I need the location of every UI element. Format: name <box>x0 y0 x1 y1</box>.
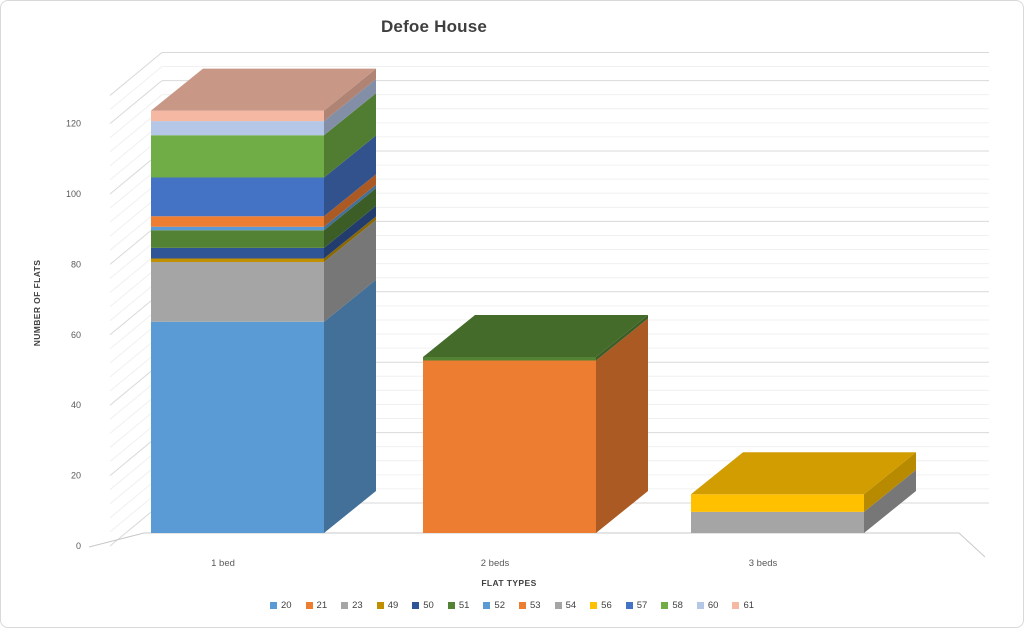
legend-label: 57 <box>636 600 648 611</box>
bar-1-bed-segment-50 <box>151 247 324 259</box>
gridline-minor-sidewall <box>109 94 163 139</box>
legend-item-56: 56 <box>590 600 612 611</box>
gridline-minor-sidewall <box>109 66 163 110</box>
bar-1-bed-side-23 <box>324 219 376 322</box>
legend-item-23: 23 <box>341 600 363 611</box>
legend-item-49: 49 <box>376 600 399 611</box>
bar-1-bed-side-20 <box>324 279 376 533</box>
floor-edge <box>958 532 986 558</box>
legend-swatch-57 <box>625 602 633 609</box>
legend-item-54: 54 <box>554 600 577 611</box>
y-tick-label: 20 <box>71 471 81 481</box>
legend-item-60: 60 <box>696 600 719 611</box>
legend-item-52: 52 <box>483 600 505 611</box>
legend-item-61: 61 <box>732 600 754 611</box>
bar-1-bed-side-57 <box>324 135 376 217</box>
y-tick-label: 80 <box>71 259 81 269</box>
bar-1-bed-side-60 <box>324 79 376 136</box>
legend-swatch-53 <box>519 602 526 609</box>
category-label-2-beds: 2 beds <box>481 558 510 569</box>
legend-item-50: 50 <box>412 600 434 611</box>
legend-label: 58 <box>672 600 683 611</box>
bar-1-bed-segment-60 <box>151 121 324 136</box>
gridline-major-sidewall <box>109 80 163 124</box>
bar-2-beds-side-51 <box>596 315 648 361</box>
legend-label: 21 <box>316 600 328 611</box>
legend-label: 54 <box>565 600 577 611</box>
bar-1-bed-segment-61 <box>151 110 324 122</box>
legend-swatch-56 <box>590 602 598 609</box>
legend-label: 52 <box>494 600 505 611</box>
legend-swatch-49 <box>376 602 384 609</box>
legend-swatch-54 <box>554 602 562 609</box>
legend-label: 23 <box>352 600 363 611</box>
legend: 20 21 23 49 50 51 52 53 54 56 57 58 60 61 <box>1 600 1023 611</box>
bar-1-bed-side-50 <box>324 205 376 259</box>
legend-swatch-52 <box>483 602 491 609</box>
bar-3-beds-side-56 <box>864 452 916 512</box>
legend-label: 56 <box>601 600 612 611</box>
legend-swatch-60 <box>696 602 704 609</box>
bar-1-bed-side-49 <box>324 216 376 262</box>
bar-3-beds-segment-56 <box>691 494 864 512</box>
y-tick-label: 100 <box>66 189 81 199</box>
bar-1-bed-side-58 <box>324 93 376 178</box>
bar-3-beds-side-54 <box>864 469 916 533</box>
bar-2-beds-side-21 <box>596 318 648 533</box>
bar-1-bed-side-52 <box>324 184 376 231</box>
bar-1-bed-segment-53 <box>151 216 324 227</box>
legend-item-58: 58 <box>661 600 683 611</box>
y-tick-label: 40 <box>71 400 81 410</box>
legend-swatch-58 <box>661 602 669 609</box>
legend-label: 60 <box>707 600 719 611</box>
legend-label: 53 <box>530 600 541 611</box>
bar-3-beds-top-56 <box>691 452 916 495</box>
bar-1-bed-segment-23 <box>151 261 324 322</box>
legend-label: 61 <box>743 600 755 611</box>
bar-1-bed-side-51 <box>324 188 376 248</box>
bar-2-beds-segment-21 <box>423 360 596 533</box>
bar-1-bed-segment-20 <box>151 321 324 533</box>
bar-2-beds-top-51 <box>423 315 648 357</box>
bar-3-beds-segment-54 <box>691 511 864 533</box>
y-tick-label: 0 <box>76 541 81 551</box>
bar-1-bed-side-53 <box>324 174 376 227</box>
legend-swatch-61 <box>732 602 740 609</box>
bar-1-bed-segment-52 <box>151 226 324 231</box>
legend-item-20: 20 <box>269 600 292 611</box>
legend-swatch-21 <box>305 602 313 609</box>
bar-1-bed-top-61 <box>151 68 376 111</box>
x-axis-title: FLAT TYPES <box>481 578 537 588</box>
legend-label: 50 <box>423 600 434 611</box>
bar-1-bed-segment-57 <box>151 177 324 217</box>
legend-item-51: 51 <box>447 600 470 611</box>
category-label-3-beds: 3 beds <box>749 558 778 569</box>
floor-edge <box>88 532 145 548</box>
y-axis-title: NUMBER OF FLATS <box>32 259 42 347</box>
bar-1-bed-segment-49 <box>151 258 324 262</box>
legend-swatch-50 <box>412 602 420 609</box>
legend-item-21: 21 <box>305 600 328 611</box>
bar-1-bed-segment-58 <box>151 135 324 178</box>
legend-swatch-20 <box>269 602 277 609</box>
category-label-1-bed: 1 bed <box>211 558 235 569</box>
legend-swatch-23 <box>341 602 349 609</box>
legend-item-53: 53 <box>519 600 541 611</box>
bar-1-bed-side-61 <box>324 68 376 122</box>
legend-label: 49 <box>387 600 399 611</box>
y-tick-label: 120 <box>66 119 81 129</box>
legend-label: 20 <box>280 600 292 611</box>
legend-label: 51 <box>458 600 470 611</box>
legend-item-57: 57 <box>625 600 648 611</box>
legend-swatch-51 <box>447 602 455 609</box>
wall-top-edge <box>109 52 163 96</box>
chart-title: Defoe House <box>380 17 488 36</box>
y-tick-label: 60 <box>71 330 81 340</box>
bar-1-bed-segment-51 <box>151 230 324 248</box>
bar-2-beds-segment-51 <box>423 357 596 361</box>
